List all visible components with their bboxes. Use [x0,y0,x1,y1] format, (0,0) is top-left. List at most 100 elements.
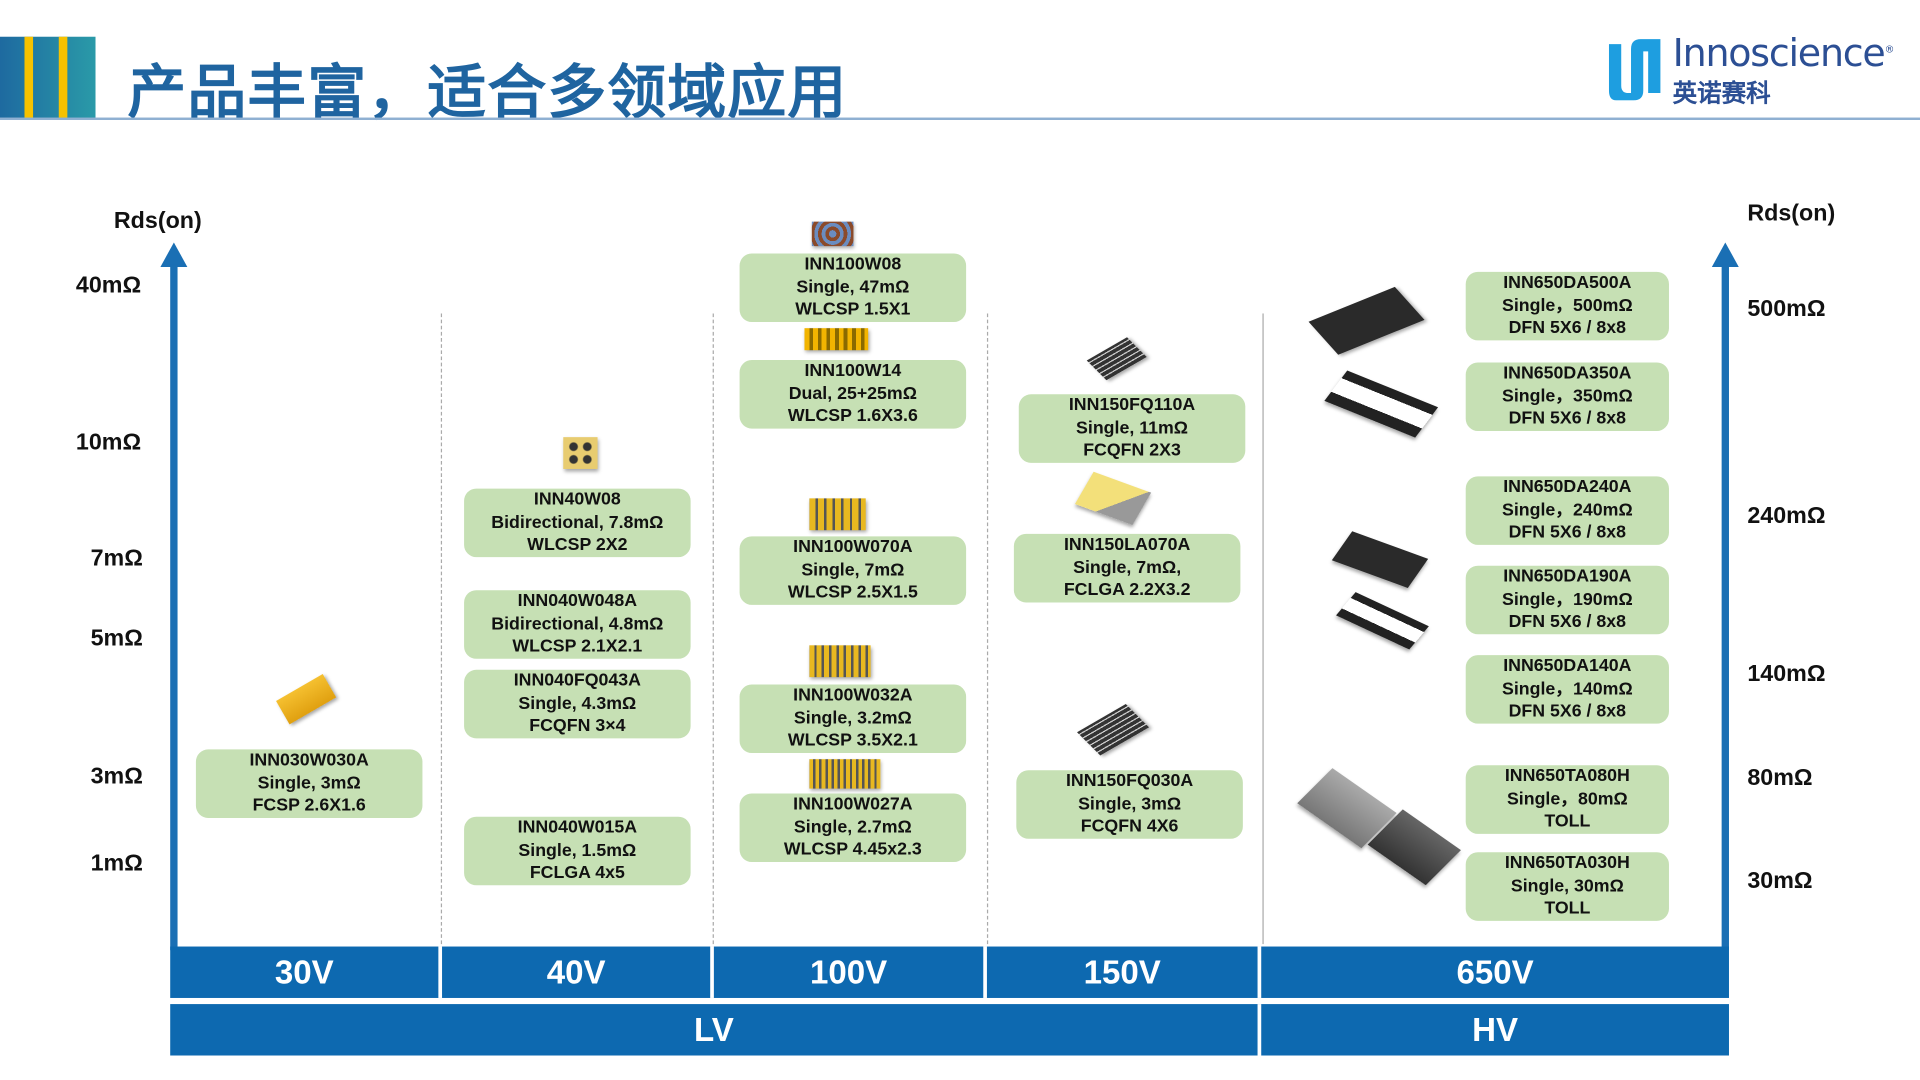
innoscience-logo [1604,37,1665,107]
product-spec: Single, 47mΩ [796,277,910,298]
product-spec: Single，190mΩ [1502,589,1633,610]
product-card: INN650DA500A Single，500mΩ DFN 5X6 / 8x8 [1465,271,1669,341]
left-tick: 1mΩ [90,851,143,877]
gold-bar-array-image [809,759,881,789]
product-package: FCQFN 4X6 [1080,817,1179,837]
left-axis-arrow-icon [160,242,188,267]
product-name: INN030W030A [249,750,369,771]
dfn-chip-top-image [1308,286,1425,355]
product-name: INN650DA190A [1503,567,1632,587]
wlcsp-2x2-image [563,437,598,469]
product-card: INN40W08 Bidirectional, 7.8mΩ WLCSP 2X2 [464,488,691,558]
product-package: WLCSP 1.6X3.6 [787,406,918,427]
product-card: INN040FQ043A Single, 4.3mΩ FCQFN 3×4 [464,669,691,739]
product-package: WLCSP 1.5X1 [795,300,911,320]
product-card: INN650DA350A Single，350mΩ DFN 5X6 / 8x8 [1465,362,1669,432]
product-package: FCLGA 2.2X3.2 [1063,580,1191,601]
product-card: INN100W08 Single, 47mΩ WLCSP 1.5X1 [739,253,967,323]
product-spec: Single，240mΩ [1502,500,1633,521]
product-spec: Single, 3mΩ [1078,794,1182,814]
product-package: WLCSP 2X2 [527,535,628,556]
wlcsp-brown-image [811,221,854,247]
product-card: INN100W027A Single, 2.7mΩ WLCSP 4.45x2.3 [739,793,967,863]
product-package: TOLL [1544,899,1591,919]
product-spec: Bidirectional, 7.8mΩ [491,512,664,533]
product-spec: Single, 11mΩ [1076,418,1189,439]
left-tick: 40mΩ [75,273,142,299]
product-spec: Single, 7mΩ [801,560,905,581]
product-card: INN040W015A Single, 1.5mΩ FCLGA 4x5 [464,816,691,886]
product-package: FCQFN 2X3 [1083,441,1181,461]
product-name: INN040W048A [517,591,638,612]
class-hv: HV [1472,1010,1519,1048]
class-lv: LV [170,1004,1262,1056]
left-tick: 10mΩ [75,429,142,456]
voltage-150v: 150V [987,946,1262,998]
yellow-stripe [24,36,34,119]
voltage-100v: 100V [714,946,987,998]
product-name: INN650DA500A [1503,273,1632,293]
product-package: WLCSP 4.45x2.3 [783,840,922,860]
left-axis [170,264,178,951]
product-card: INN100W070A Single, 7mΩ WLCSP 2.5X1.5 [739,536,967,605]
product-name: INN650DA140A [1503,656,1632,677]
lv-hv-divider [1262,313,1264,945]
product-card: INN030W030A Single, 3mΩ FCSP 2.6X1.6 [195,749,423,818]
product-card: INN100W032A Single, 3.2mΩ WLCSP 3.5X2.1 [739,684,967,754]
product-package: DFN 5X6 / 8x8 [1508,612,1627,633]
fcqfn-chip-image [1086,337,1147,381]
product-name: INN650DA350A [1503,363,1632,384]
header-decoration [0,36,96,119]
product-spec: Single, 2.7mΩ [793,817,912,838]
product-card: INN650TA030H Single, 30mΩ TOLL [1465,852,1669,921]
product-name: INN40W08 [533,490,621,510]
product-name: INN100W032A [793,686,913,706]
left-tick: 5mΩ [90,625,143,652]
product-name: INN040W015A [517,818,638,838]
product-name: INN040FQ043A [513,671,642,691]
voltage-40v: 40V [442,946,714,998]
page-title: 产品丰富，适合多领域应用 [127,58,848,128]
product-package: FCLGA 4x5 [529,863,625,884]
product-card: INN650DA140A Single，140mΩ DFN 5X6 / 8x8 [1465,655,1669,724]
product-spec: Single，350mΩ [1502,386,1633,407]
product-package: DFN 5X6 / 8x8 [1508,701,1627,722]
dfn-chip-bottom-image [1324,370,1439,438]
left-tick: 7mΩ [90,546,143,572]
product-spec: Single，500mΩ [1502,296,1633,316]
gold-bar-array-image [809,498,866,531]
fclga-chip-image [1074,471,1152,525]
product-spec: Single, 30mΩ [1510,876,1624,897]
gold-bump-array-image [276,674,337,725]
product-spec: Single, 7mΩ, [1073,558,1182,578]
right-axis-arrow-icon [1711,242,1739,267]
product-name: INN100W027A [793,795,913,815]
gold-bar-array-image [809,645,871,678]
product-package: FCQFN 3×4 [529,716,626,737]
product-spec: Single, 3mΩ [257,773,361,794]
left-tick: 3mΩ [90,764,143,790]
product-name: INN100W14 [804,361,902,382]
voltage-650v: 650V [1456,953,1534,991]
product-card: INN100W14 Dual, 25+25mΩ WLCSP 1.6X3.6 [739,360,967,429]
product-name: INN150FQ030A [1065,771,1194,792]
product-name: INN650TA030H [1504,853,1630,874]
product-spec: Single, 4.3mΩ [518,693,637,714]
product-spec: Single，140mΩ [1502,679,1633,699]
left-axis-label: Rds(on) [113,208,202,234]
product-name: INN100W070A [793,537,913,558]
voltage-30v: 30V [170,946,443,998]
product-package: FCSP 2.6X1.6 [252,796,366,816]
header-divider [0,117,1920,121]
product-spec: Single, 3.2mΩ [793,708,912,729]
column-divider [712,313,714,945]
column-divider [986,313,989,945]
product-card: INN150FQ110A Single, 11mΩ FCQFN 2X3 [1018,394,1246,463]
right-tick: 140mΩ [1747,661,1826,687]
product-package: WLCSP 3.5X2.1 [787,731,918,751]
product-card: INN650TA080H Single，80mΩ TOLL [1465,765,1669,834]
right-axis [1721,264,1729,951]
fcqfn-chip-image [1077,704,1150,756]
logo-wordmark: Innoscience® [1672,31,1895,76]
dfn-chip-top-image [1331,531,1429,588]
